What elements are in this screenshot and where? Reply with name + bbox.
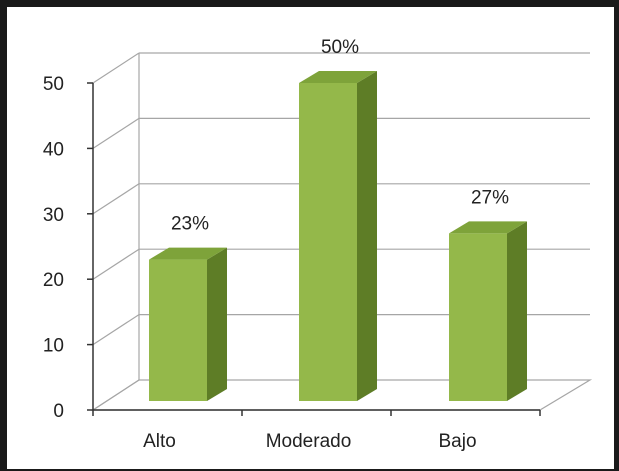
x-tick-label: Bajo — [438, 431, 476, 452]
y-tick-label: 30 — [43, 205, 64, 226]
y-tick-label: 50 — [43, 74, 64, 95]
data-labels: 23% 50% 27% — [171, 37, 509, 235]
y-tick-label: 40 — [43, 139, 64, 160]
x-tick-label: Alto — [143, 431, 176, 452]
data-label: 50% — [321, 37, 359, 58]
data-label: 23% — [171, 214, 209, 235]
y-tick-label: 20 — [43, 270, 64, 291]
y-tick-labels: 0 10 20 30 40 50 — [43, 74, 64, 422]
bar-alto — [149, 247, 227, 401]
gridline — [92, 52, 590, 84]
x-tick-labels: Alto Moderado Bajo — [143, 431, 476, 452]
bar-bajo — [449, 221, 527, 401]
axes — [87, 82, 541, 416]
y-tick-label: 10 — [43, 336, 64, 357]
bar-moderado — [299, 71, 377, 401]
bars — [149, 71, 527, 401]
y-tick-label: 0 — [53, 401, 64, 422]
data-label: 27% — [471, 187, 509, 208]
x-tick-label: Moderado — [266, 431, 352, 452]
